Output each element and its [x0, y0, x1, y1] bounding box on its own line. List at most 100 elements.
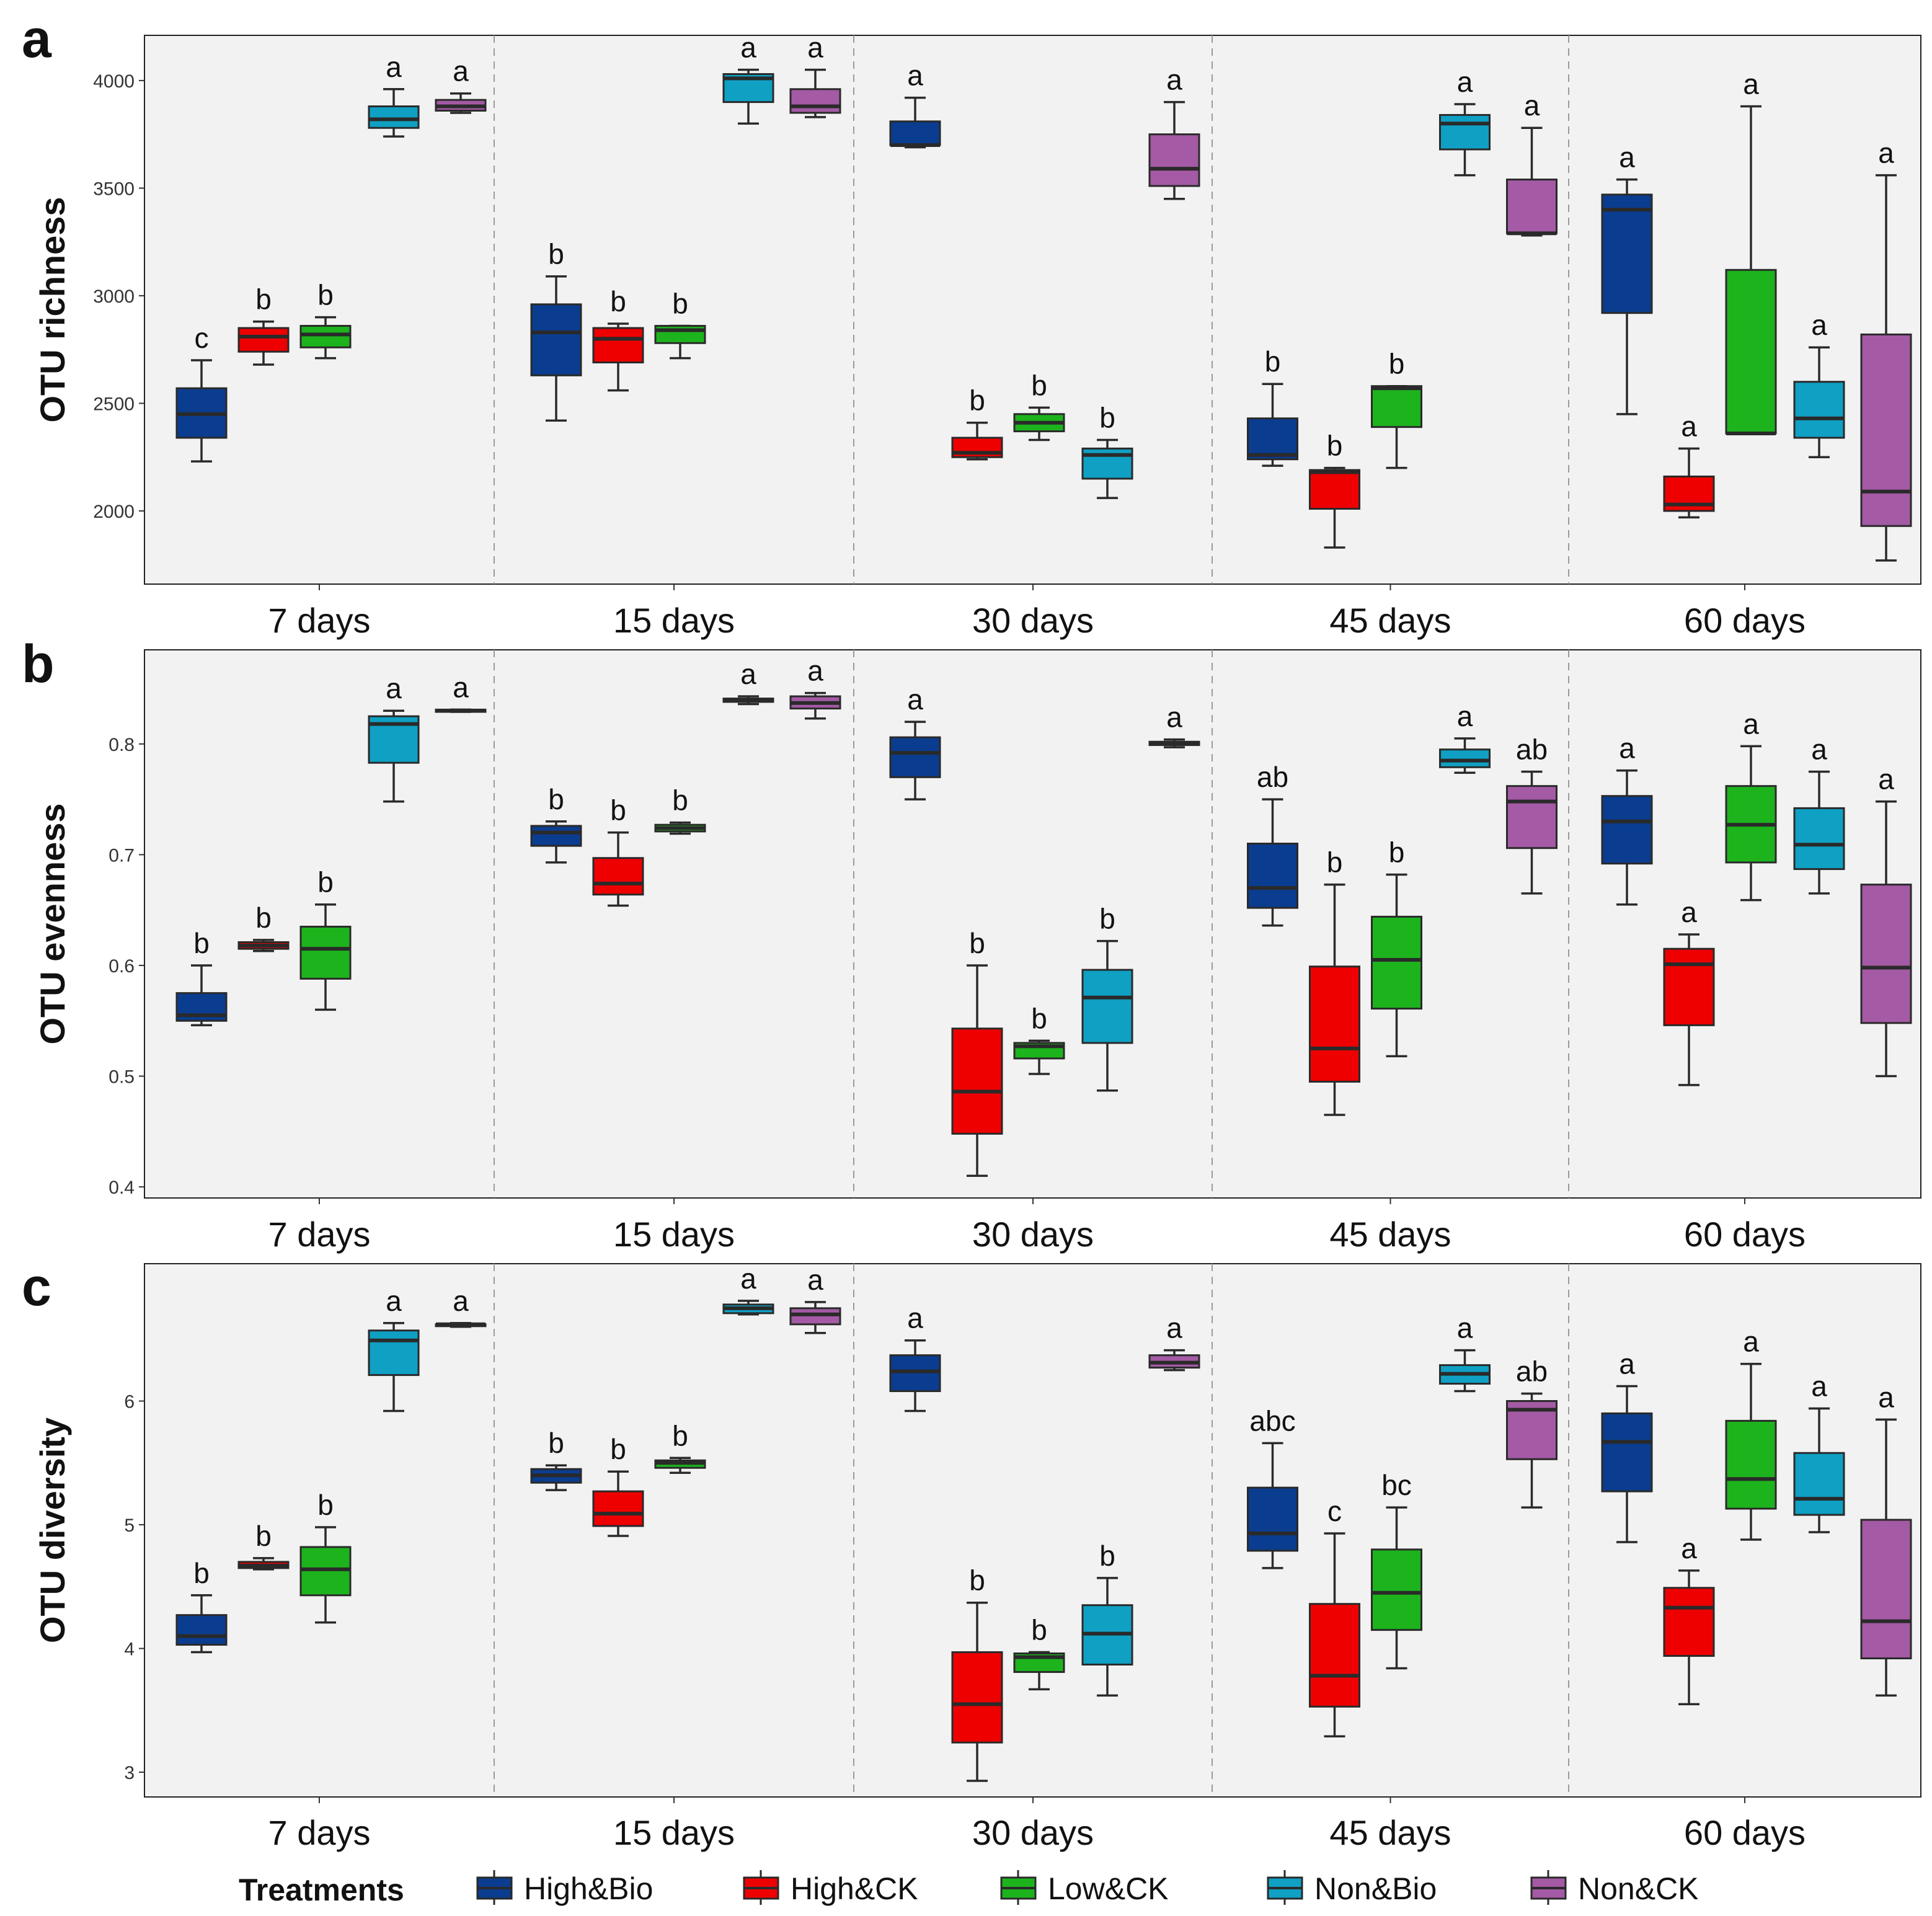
- box-non-bio: a: [722, 1262, 774, 1316]
- box-high-ck: b: [592, 285, 644, 392]
- legend-label: Non&Bio: [1314, 1871, 1437, 1906]
- significance-letter: ab: [1516, 1355, 1548, 1388]
- box-low-ck: b: [299, 866, 352, 1011]
- box-non-ck: a: [1860, 137, 1912, 562]
- significance-letter: b: [317, 866, 334, 898]
- x-tick-label: 60 days: [1684, 1813, 1806, 1852]
- iqr-box: [1371, 1548, 1422, 1631]
- y-tick-label: 0.4: [109, 1178, 135, 1198]
- significance-letter: a: [740, 658, 756, 690]
- x-tick-label: 7 days: [268, 601, 371, 640]
- iqr-box: [299, 325, 352, 348]
- legend-label: Low&CK: [1048, 1871, 1169, 1906]
- box-non-ck: a: [1860, 1381, 1912, 1697]
- significance-letter: a: [1743, 707, 1759, 740]
- y-axis-label: OTU richness: [33, 197, 72, 422]
- significance-letter: a: [1619, 732, 1635, 765]
- iqr-box: [1601, 193, 1653, 314]
- box-high-ck: a: [1663, 896, 1715, 1086]
- iqr-box: [592, 327, 644, 364]
- significance-letter: b: [1389, 348, 1405, 380]
- significance-letter: a: [740, 32, 756, 64]
- iqr-box: [592, 857, 644, 896]
- significance-letter: a: [453, 671, 469, 703]
- significance-letter: b: [1327, 846, 1343, 879]
- box-low-ck: b: [654, 1419, 706, 1474]
- significance-letter: b: [1099, 903, 1115, 935]
- iqr-box: [1081, 447, 1133, 480]
- x-tick-label: 45 days: [1329, 601, 1451, 640]
- box-low-ck: a: [1725, 1326, 1777, 1541]
- box-non-ck: a: [789, 655, 841, 720]
- y-tick-label: 2500: [93, 394, 135, 414]
- x-tick-label: 7 days: [268, 1215, 371, 1254]
- iqr-box: [1793, 1452, 1845, 1516]
- iqr-box: [1371, 385, 1422, 428]
- iqr-box: [1309, 965, 1360, 1083]
- iqr-box: [1663, 1587, 1715, 1657]
- significance-letter: bc: [1381, 1469, 1412, 1501]
- significance-letter: b: [255, 902, 272, 934]
- legend-label: Non&CK: [1578, 1871, 1699, 1906]
- x-tick-label: 15 days: [613, 1813, 735, 1852]
- iqr-box: [1247, 1486, 1298, 1552]
- box-high-bio: c: [175, 322, 228, 463]
- box-high-ck: b: [951, 1564, 1003, 1782]
- box-non-bio: a: [368, 1285, 420, 1413]
- iqr-box: [237, 327, 290, 353]
- y-tick-label: 3: [124, 1763, 135, 1783]
- significance-letter: a: [1878, 1381, 1894, 1413]
- box-high-bio: a: [889, 683, 941, 801]
- iqr-box: [1506, 179, 1558, 234]
- iqr-box: [951, 1651, 1003, 1744]
- significance-letter: a: [1811, 309, 1827, 341]
- iqr-box: [789, 88, 841, 114]
- significance-letter: a: [1619, 141, 1635, 174]
- significance-letter: a: [1524, 89, 1540, 122]
- iqr-box: [1860, 884, 1912, 1024]
- box-high-bio: a: [1601, 141, 1653, 415]
- significance-letter: a: [386, 1285, 402, 1317]
- box-low-ck: b: [299, 279, 352, 360]
- significance-letter: a: [1743, 1326, 1759, 1358]
- significance-letter: b: [610, 794, 626, 827]
- significance-letter: b: [1099, 401, 1115, 433]
- significance-letter: a: [453, 55, 469, 87]
- significance-letter: a: [807, 1264, 823, 1296]
- significance-letter: a: [1457, 66, 1473, 98]
- y-axis-label: OTU evenness: [33, 803, 72, 1044]
- significance-letter: b: [610, 285, 626, 317]
- significance-letter: b: [610, 1433, 626, 1465]
- iqr-box: [1506, 785, 1558, 849]
- significance-letter: a: [807, 655, 823, 687]
- box-non-ck: a: [435, 55, 487, 114]
- significance-letter: a: [1811, 733, 1827, 765]
- significance-letter: a: [907, 60, 923, 92]
- significance-letter: b: [255, 1520, 272, 1552]
- y-tick-label: 3500: [93, 179, 135, 199]
- panel-b-plot-area: [144, 649, 1921, 1199]
- iqr-box: [1309, 469, 1360, 510]
- box-high-ck: b: [1309, 430, 1360, 549]
- box-low-ck: bc: [1371, 1469, 1422, 1670]
- box-high-bio: b: [175, 927, 228, 1027]
- box-non-ck: a: [1148, 1312, 1200, 1372]
- iqr-box: [1439, 748, 1491, 768]
- iqr-box: [1793, 381, 1845, 439]
- panel-letter: b: [22, 634, 55, 694]
- iqr-box: [368, 105, 420, 129]
- y-tick-label: 4000: [93, 71, 135, 92]
- y-tick-label: 6: [124, 1391, 135, 1412]
- significance-letter: ab: [1516, 733, 1548, 765]
- y-tick-label: 0.6: [109, 956, 135, 977]
- iqr-box: [1081, 969, 1133, 1044]
- panel-letter: a: [22, 9, 52, 69]
- box-low-ck: b: [1371, 836, 1422, 1058]
- significance-letter: a: [1619, 1348, 1635, 1380]
- x-tick-label: 45 days: [1329, 1215, 1451, 1254]
- iqr-box: [175, 1614, 228, 1646]
- significance-letter: a: [386, 672, 402, 704]
- y-tick-label: 0.5: [109, 1067, 135, 1088]
- box-high-ck: a: [1663, 410, 1715, 519]
